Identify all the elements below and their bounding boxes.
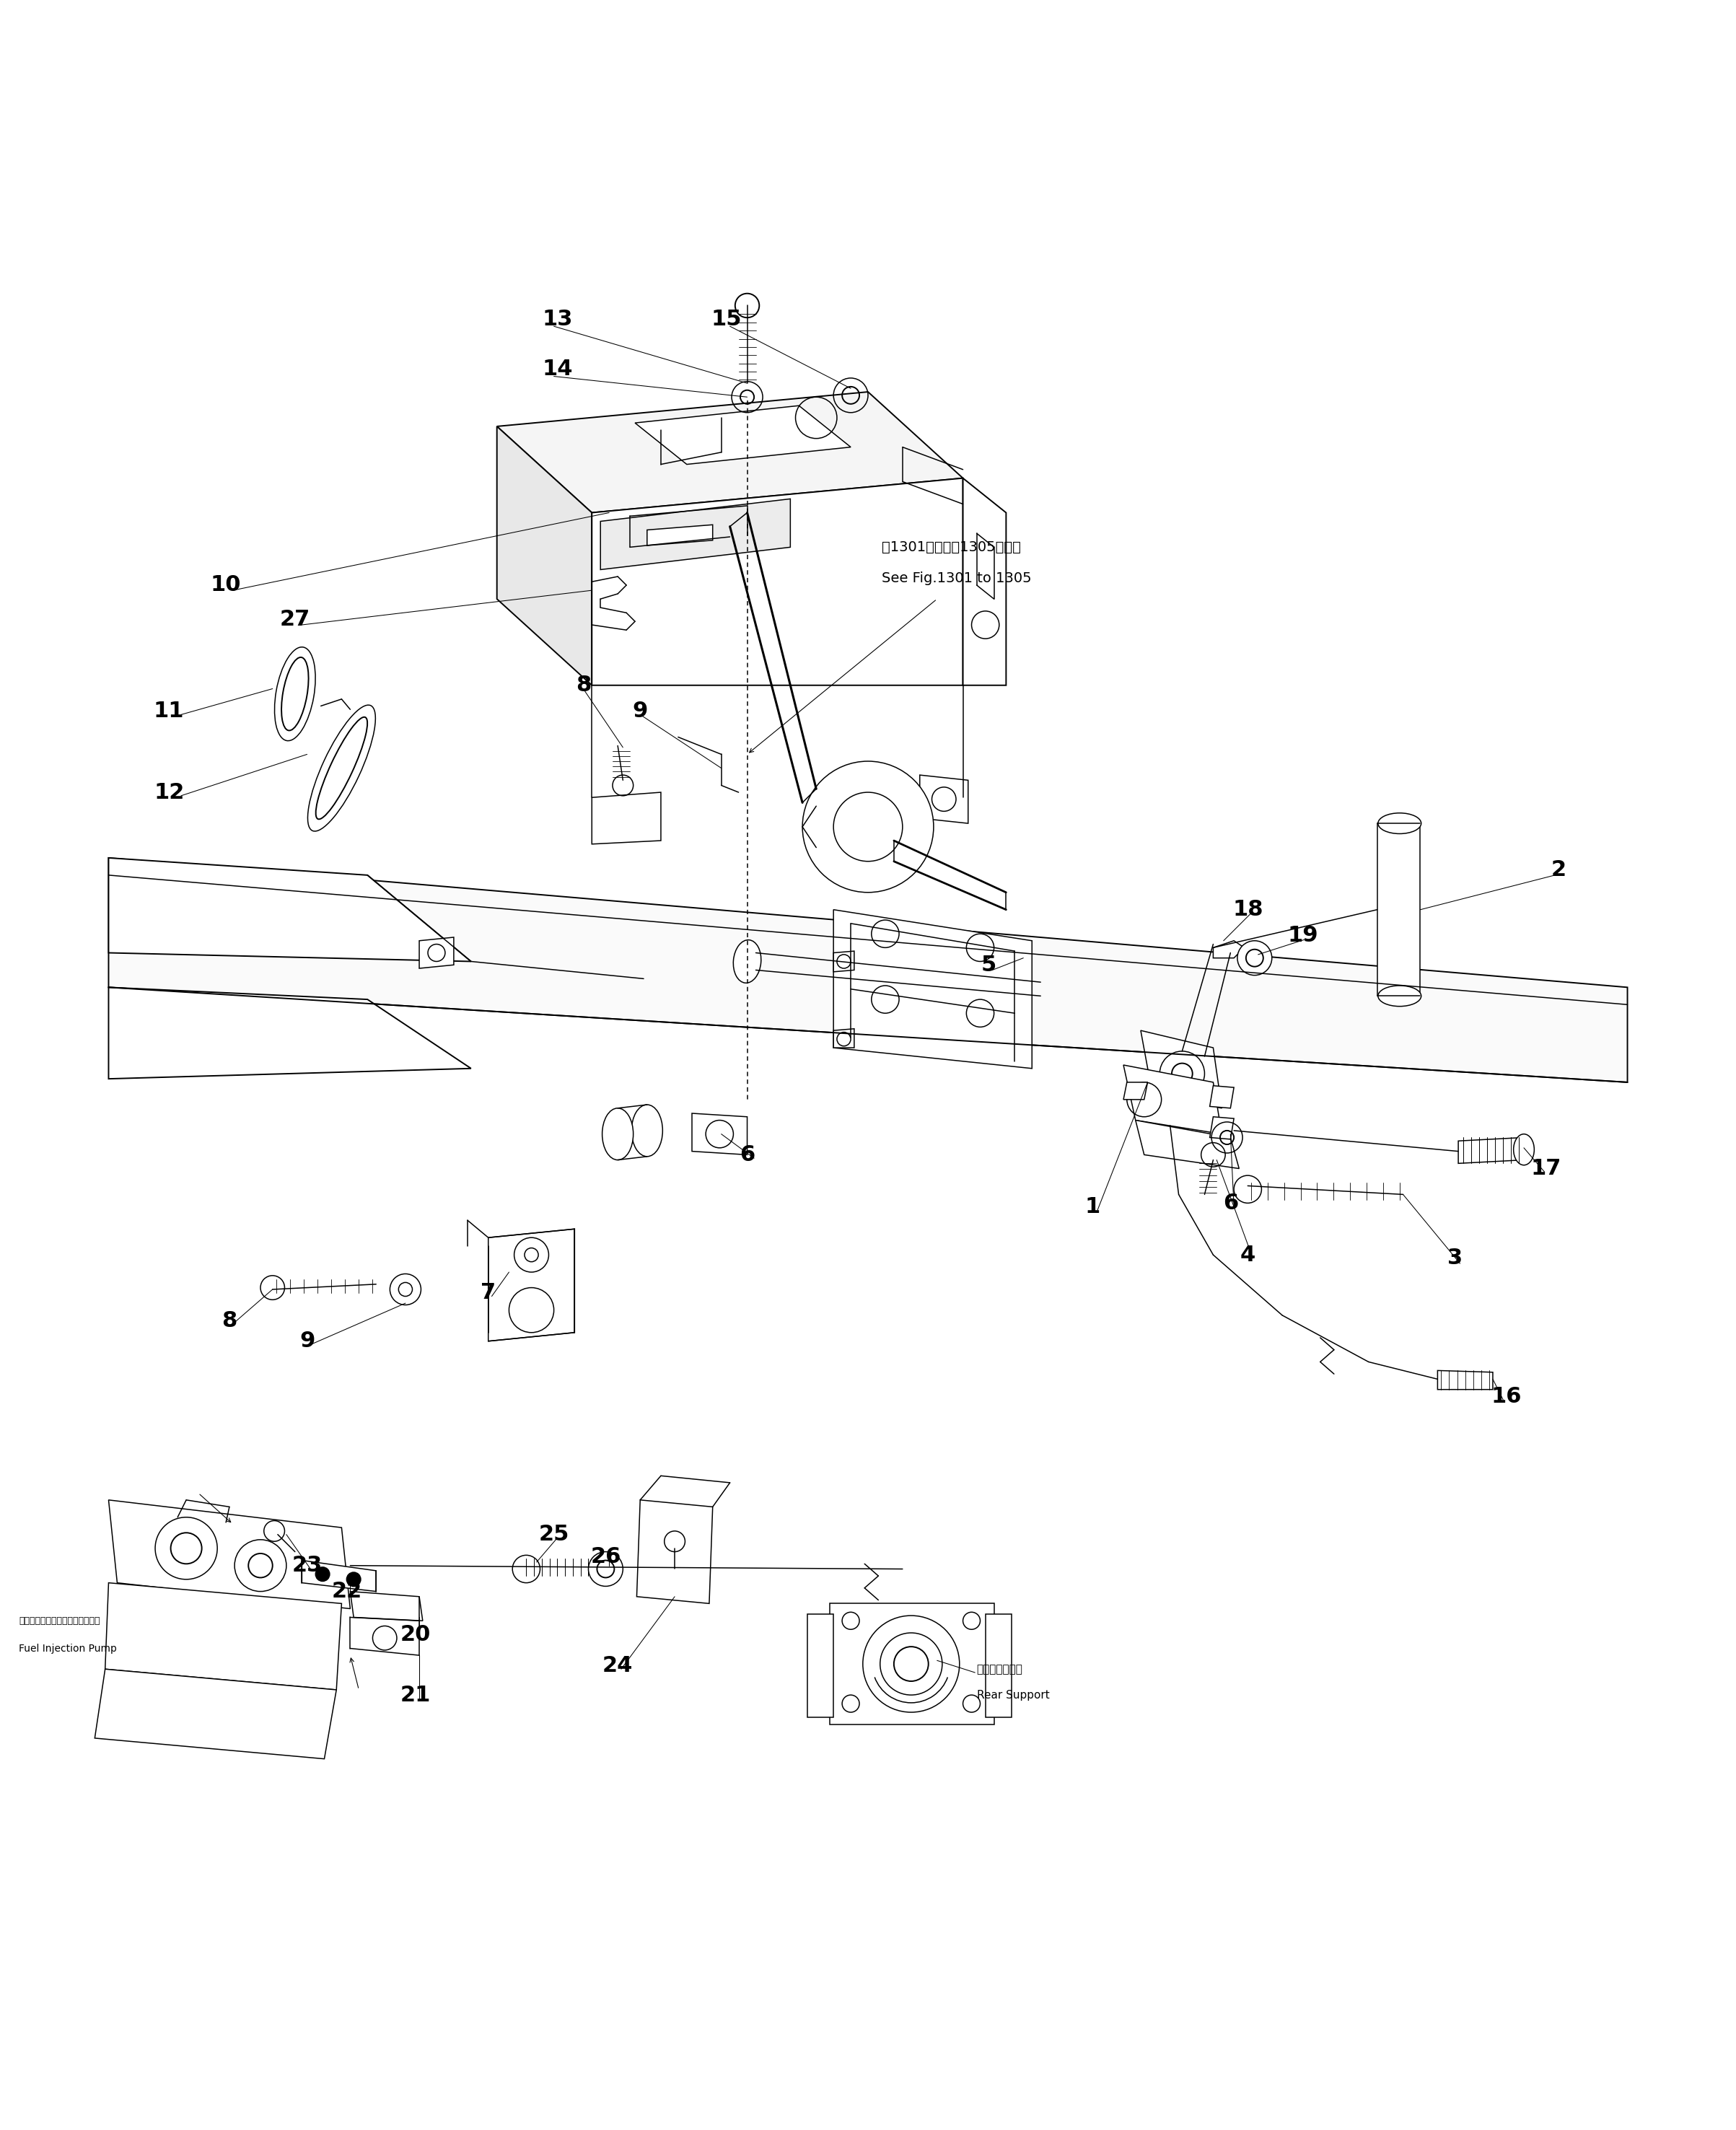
Text: 10: 10 <box>210 575 241 596</box>
Polygon shape <box>920 775 969 824</box>
Polygon shape <box>106 1583 342 1689</box>
Polygon shape <box>109 858 1627 1082</box>
Polygon shape <box>637 1500 713 1604</box>
Bar <box>986 1615 1012 1717</box>
Polygon shape <box>1377 824 1420 997</box>
Text: 第1301図から第1305図参照: 第1301図から第1305図参照 <box>882 541 1021 554</box>
Ellipse shape <box>1514 1133 1535 1165</box>
Polygon shape <box>592 792 661 843</box>
Bar <box>807 1615 833 1717</box>
Polygon shape <box>648 524 713 545</box>
Polygon shape <box>833 910 1031 1069</box>
Text: 5: 5 <box>981 954 996 976</box>
Text: See Fig.1301 to 1305: See Fig.1301 to 1305 <box>882 571 1031 586</box>
Ellipse shape <box>632 1105 663 1157</box>
Polygon shape <box>95 1670 337 1759</box>
Polygon shape <box>420 937 453 969</box>
Text: 22: 22 <box>332 1580 363 1602</box>
Text: Rear Support: Rear Support <box>977 1689 1050 1700</box>
Text: 17: 17 <box>1531 1159 1562 1180</box>
Polygon shape <box>1123 1065 1222 1133</box>
Text: 3: 3 <box>1448 1248 1462 1269</box>
Text: 25: 25 <box>538 1523 569 1544</box>
Polygon shape <box>1213 941 1245 959</box>
Ellipse shape <box>1378 814 1422 833</box>
Polygon shape <box>1123 1082 1147 1099</box>
Ellipse shape <box>733 939 760 982</box>
Polygon shape <box>833 952 854 971</box>
Text: 9: 9 <box>299 1331 314 1353</box>
Circle shape <box>1160 1052 1205 1097</box>
Text: 2: 2 <box>1550 861 1566 880</box>
Text: Fuel Injection Pump: Fuel Injection Pump <box>19 1644 116 1653</box>
Text: 21: 21 <box>401 1685 431 1706</box>
Text: 18: 18 <box>1233 899 1264 920</box>
Text: 8: 8 <box>576 675 590 697</box>
Text: フュエルインジェクションポンプ: フュエルインジェクションポンプ <box>19 1617 101 1625</box>
Text: リヤーサポート: リヤーサポート <box>977 1664 1023 1674</box>
Polygon shape <box>1210 1116 1234 1140</box>
Polygon shape <box>1135 1120 1240 1169</box>
Polygon shape <box>601 498 790 569</box>
Circle shape <box>155 1517 217 1578</box>
Polygon shape <box>109 1500 351 1608</box>
Text: 9: 9 <box>632 701 648 722</box>
Text: 14: 14 <box>542 360 573 379</box>
Circle shape <box>234 1540 286 1591</box>
Text: 6: 6 <box>1222 1193 1238 1214</box>
Polygon shape <box>109 858 470 961</box>
Polygon shape <box>496 426 592 686</box>
Text: 26: 26 <box>590 1546 621 1568</box>
Polygon shape <box>302 1561 377 1591</box>
Text: 13: 13 <box>542 309 573 330</box>
Polygon shape <box>496 392 963 513</box>
Polygon shape <box>592 477 963 686</box>
Polygon shape <box>351 1591 422 1621</box>
Bar <box>830 1604 995 1725</box>
Circle shape <box>880 1634 943 1695</box>
Circle shape <box>802 760 934 892</box>
Text: 27: 27 <box>279 609 311 630</box>
Circle shape <box>316 1568 330 1580</box>
Circle shape <box>1238 941 1272 976</box>
Text: 11: 11 <box>155 701 184 722</box>
Text: 12: 12 <box>155 782 184 803</box>
Polygon shape <box>963 477 1007 686</box>
Polygon shape <box>109 988 470 1078</box>
Ellipse shape <box>1378 986 1422 1005</box>
Ellipse shape <box>602 1108 634 1161</box>
Text: 1: 1 <box>1085 1197 1101 1216</box>
Text: 6: 6 <box>740 1144 755 1165</box>
Text: 19: 19 <box>1288 924 1318 946</box>
Polygon shape <box>693 1114 746 1154</box>
Text: 8: 8 <box>222 1310 238 1331</box>
Polygon shape <box>1458 1137 1524 1163</box>
Circle shape <box>509 1289 554 1333</box>
Polygon shape <box>833 1029 854 1048</box>
Text: 20: 20 <box>401 1623 431 1644</box>
Polygon shape <box>1437 1370 1493 1389</box>
Text: 23: 23 <box>292 1555 323 1576</box>
Polygon shape <box>635 405 851 464</box>
Circle shape <box>863 1615 960 1713</box>
Text: 15: 15 <box>712 309 741 330</box>
Text: 7: 7 <box>481 1282 496 1304</box>
Polygon shape <box>488 1229 575 1342</box>
Text: 24: 24 <box>602 1655 634 1676</box>
Polygon shape <box>1210 1086 1234 1108</box>
Text: 16: 16 <box>1491 1387 1522 1406</box>
Polygon shape <box>1141 1031 1222 1108</box>
Circle shape <box>347 1572 361 1587</box>
Circle shape <box>514 1238 549 1272</box>
Text: 4: 4 <box>1240 1244 1255 1265</box>
